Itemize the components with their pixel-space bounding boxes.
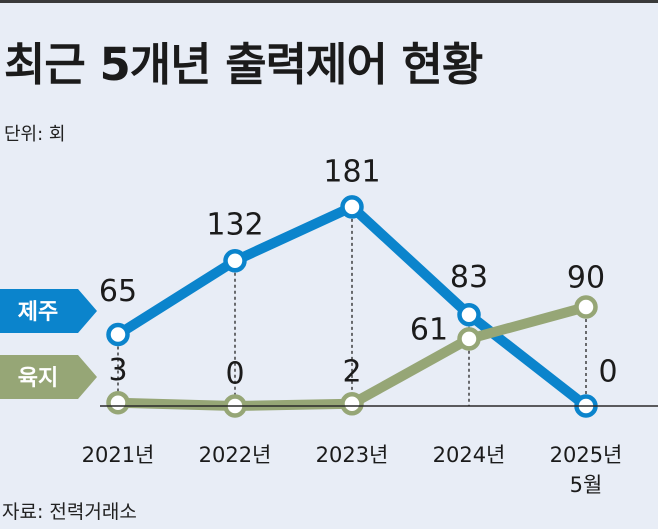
- legend-land: 육지: [0, 355, 97, 399]
- unit-label: 단위: 회: [4, 124, 66, 145]
- x-tick-label: 2023년: [316, 443, 389, 467]
- legend-jeju: 제주: [0, 289, 97, 333]
- source-label: 자료: 전력거래소: [2, 501, 137, 523]
- data-point: [340, 195, 364, 219]
- legend-jeju-shape: [0, 289, 97, 333]
- data-label-land: 3: [108, 353, 127, 388]
- data-point: [223, 249, 247, 273]
- x-tick-label: 2024년: [433, 443, 506, 467]
- data-label-land: 0: [225, 357, 244, 392]
- x-axis: 2021년 2022년 2023년 2024년 2025년 5월: [82, 405, 658, 497]
- chart-title: 최근 5개년 출력제어 현황: [4, 38, 483, 91]
- legend-land-label: 육지: [18, 366, 58, 391]
- data-point: [106, 322, 130, 347]
- guide-layer: [117, 206, 587, 406]
- data-labels: 65 132 181 83 0 3 0 2 61 90: [99, 154, 618, 391]
- data-label-jeju: 0: [598, 355, 617, 390]
- top-rule: [0, 0, 658, 3]
- data-label-land: 2: [342, 354, 361, 389]
- data-label-jeju: 132: [206, 207, 263, 242]
- x-tick-label: 2021년: [82, 443, 155, 467]
- data-label-land: 90: [567, 261, 605, 296]
- data-point: [574, 295, 598, 319]
- x-tick-label: 2025년 5월: [550, 443, 623, 497]
- x-tick-label: 2022년: [199, 443, 272, 467]
- data-point: [457, 302, 481, 327]
- data-label-land: 61: [410, 312, 448, 347]
- data-point: [340, 392, 364, 416]
- legend-land-shape: [0, 355, 97, 399]
- data-label-jeju: 65: [99, 274, 137, 309]
- data-point: [106, 390, 130, 415]
- data-point: [457, 327, 481, 351]
- data-label-jeju: 181: [323, 154, 380, 189]
- data-label-jeju: 83: [450, 260, 488, 295]
- legend-jeju-label: 제주: [18, 300, 58, 325]
